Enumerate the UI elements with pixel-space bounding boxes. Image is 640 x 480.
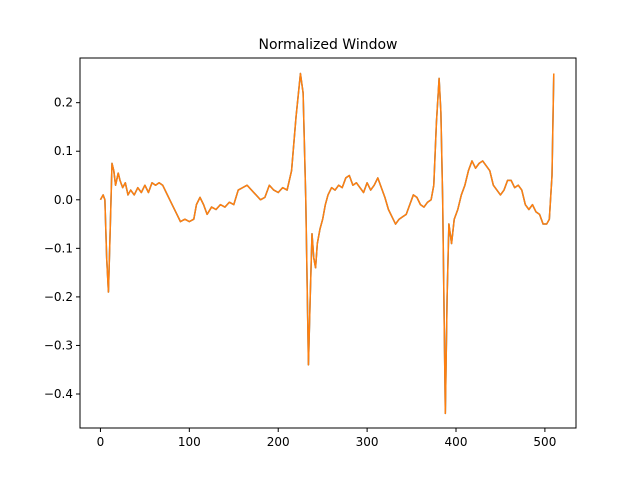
y-tick-label: 0.2 <box>54 96 73 110</box>
x-tick-label: 0 <box>97 435 105 449</box>
y-tick-label: −0.1 <box>44 241 73 255</box>
series-layer <box>99 72 555 415</box>
x-tick-label: 500 <box>533 435 556 449</box>
x-axis: 0 100 200 300 400 500 <box>97 428 556 449</box>
chart-title: Normalized Window <box>258 37 397 53</box>
y-tick-label: 0.0 <box>54 193 73 207</box>
y-tick-label: 0.1 <box>54 144 73 158</box>
y-tick-label: −0.4 <box>44 387 73 401</box>
x-tick-label: 100 <box>178 435 201 449</box>
y-axis: −0.4 −0.3 −0.2 −0.1 0.0 0.1 0.2 <box>44 96 80 401</box>
x-tick-label: 400 <box>445 435 468 449</box>
x-tick-label: 300 <box>356 435 379 449</box>
plot-frame <box>79 57 577 429</box>
y-tick-label: −0.3 <box>44 338 73 352</box>
series-line-2 <box>99 72 555 415</box>
x-tick-label: 200 <box>267 435 290 449</box>
y-tick-label: −0.2 <box>44 290 73 304</box>
